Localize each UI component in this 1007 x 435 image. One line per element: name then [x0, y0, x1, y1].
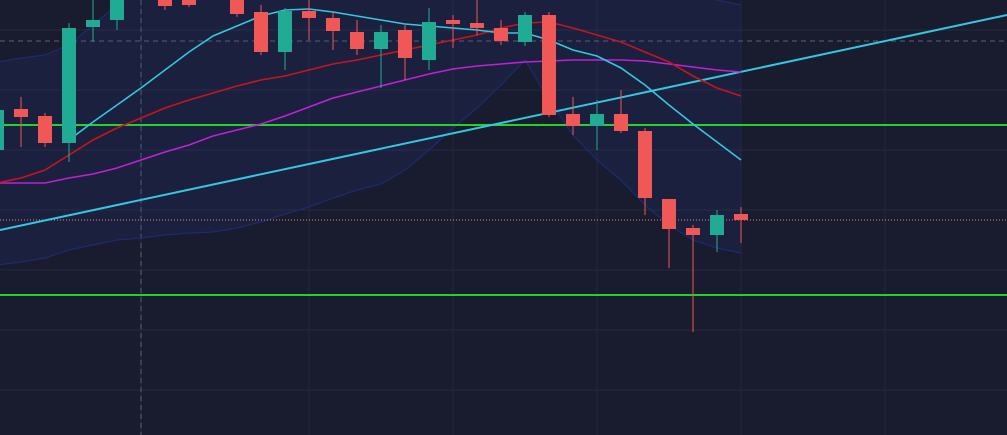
- candle-body: [494, 28, 509, 41]
- candle-body: [590, 114, 605, 126]
- candle-body: [326, 18, 341, 31]
- candle-body: [614, 114, 629, 131]
- moving-average: [0, 59, 742, 184]
- trend-line: [0, 14, 1007, 231]
- candle-body: [422, 22, 437, 60]
- candle-body: [254, 12, 269, 52]
- candle-body: [566, 114, 581, 126]
- candle-body: [662, 199, 677, 229]
- candle-body: [0, 110, 4, 150]
- candle-body: [374, 32, 389, 49]
- candle-body: [710, 215, 725, 235]
- moving-average: [68, 8, 742, 161]
- candle-body: [398, 30, 413, 58]
- candle-body: [350, 32, 365, 49]
- moving-average: [0, 21, 742, 184]
- candle-body: [110, 0, 125, 20]
- candle-body: [62, 28, 77, 143]
- candle-body: [14, 109, 29, 117]
- candle-body: [686, 228, 701, 235]
- candle-body: [446, 20, 461, 24]
- candle-body: [302, 11, 317, 18]
- candle-body: [230, 0, 245, 14]
- candle-body: [470, 23, 485, 28]
- candle-body: [182, 0, 197, 5]
- candle-body: [38, 116, 53, 143]
- candle-body: [518, 15, 533, 42]
- candle-body: [278, 11, 293, 52]
- band-lower: [0, 59, 742, 266]
- candle-body: [542, 15, 557, 115]
- candle-body: [158, 0, 173, 6]
- candle-body: [86, 20, 101, 27]
- candle-body: [734, 214, 749, 220]
- candle-body: [638, 131, 653, 198]
